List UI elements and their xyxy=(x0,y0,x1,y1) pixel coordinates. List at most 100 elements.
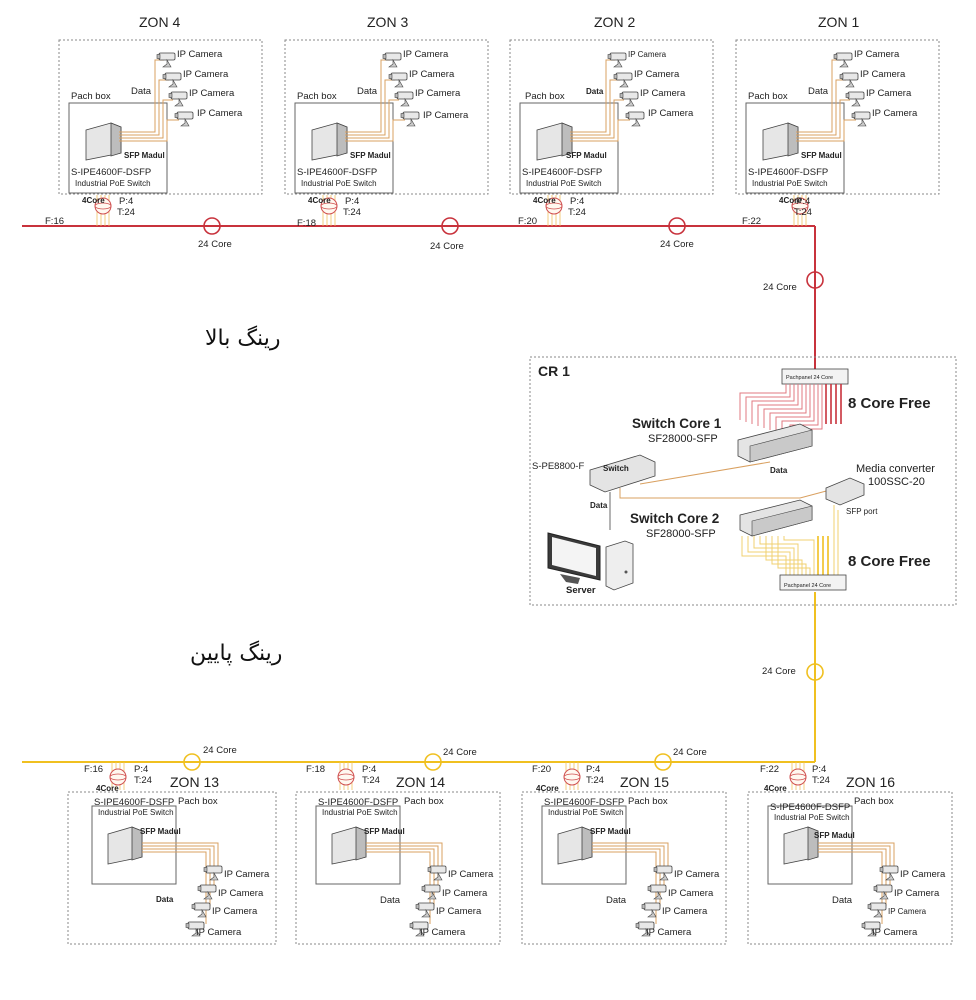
zone-title: ZON 15 xyxy=(620,774,669,790)
data-label: Data xyxy=(832,895,853,906)
camera-label: IP Camera xyxy=(212,906,258,917)
core-label: 24 Core xyxy=(203,745,237,756)
zone-top-3: ZON 2 Pach box IP Camera IP Camera IP Ca… xyxy=(509,14,714,227)
data-label: Data xyxy=(770,466,788,475)
splice-marker xyxy=(654,753,672,771)
switch-desc: Industrial PoE Switch xyxy=(322,808,398,817)
server-label: Server xyxy=(566,585,596,596)
zone-top-1: ZON 4 Pach box IP Camera IP Camera IP Ca… xyxy=(45,14,263,227)
camera-label: IP Camera xyxy=(894,888,940,899)
core4-label: 4Core xyxy=(779,196,802,205)
camera-label: IP Camera xyxy=(634,69,680,80)
data-label: Data xyxy=(131,86,152,97)
zone-title: ZON 14 xyxy=(396,774,445,790)
camera-label: IP Camera xyxy=(866,88,912,99)
core4-label: 4Core xyxy=(308,196,331,205)
switch-model: S-IPE4600F-DSFP xyxy=(297,167,377,178)
core4-label: 4Core xyxy=(764,784,787,793)
camera-label: IP Camera xyxy=(900,869,946,880)
core1-model: SF28000-SFP xyxy=(648,433,718,445)
camera-label: IP Camera xyxy=(860,69,906,80)
data-label: Data xyxy=(606,895,627,906)
fiber-label: F:18 xyxy=(306,764,325,775)
core4-label: 4Core xyxy=(82,196,105,205)
splice-marker xyxy=(424,753,442,771)
pach-box-label: Pach box xyxy=(854,796,894,807)
zone-title: ZON 3 xyxy=(367,14,408,30)
core-label: 24 Core xyxy=(763,282,797,293)
p-label: P:4 xyxy=(119,196,133,207)
patch-panel-top xyxy=(781,368,849,385)
camera-label: IP Camera xyxy=(872,927,918,938)
switch-model: S-IPE4600F-DSFP xyxy=(770,802,850,813)
camera-label: IP Camera xyxy=(888,907,927,916)
splice-marker xyxy=(203,217,221,235)
t-label: T:24 xyxy=(343,207,361,218)
zone-title: ZON 2 xyxy=(594,14,635,30)
sfp-label: SFP Madul xyxy=(814,831,855,840)
t-label: T:24 xyxy=(586,775,604,786)
zone-bottom-3: F:20 P:4 T:24 4Core ZON 15 Pach box S-IP… xyxy=(521,762,727,945)
camera-label: IP Camera xyxy=(662,906,708,917)
pach-box-label: Pach box xyxy=(628,796,668,807)
camera-label: IP Camera xyxy=(197,108,243,119)
data-label: Data xyxy=(357,86,378,97)
fiber-label: F:18 xyxy=(297,218,316,229)
splice-marker xyxy=(806,663,824,681)
camera-label: IP Camera xyxy=(872,108,918,119)
switch-desc: Industrial PoE Switch xyxy=(774,813,850,822)
p-label: P:4 xyxy=(345,196,359,207)
camera-label: IP Camera xyxy=(224,869,270,880)
camera-label: IP Camera xyxy=(646,927,692,938)
switch-model: S-IPE4600F-DSFP xyxy=(522,167,602,178)
sfp-label: SFP Madul xyxy=(124,151,165,160)
p-label: P:4 xyxy=(796,196,810,207)
core1-title: Switch Core 1 xyxy=(632,416,722,431)
p-label: P:4 xyxy=(812,764,826,775)
data-label: Data xyxy=(156,895,174,904)
camera-label: IP Camera xyxy=(648,108,694,119)
camera-label: IP Camera xyxy=(177,49,223,60)
camera-label: IP Camera xyxy=(854,49,900,60)
core4-label: 4Core xyxy=(536,784,559,793)
t-label: T:24 xyxy=(362,775,380,786)
splice-marker xyxy=(806,271,824,289)
core4-label: 4Core xyxy=(533,196,556,205)
sfp-label: SFP Madul xyxy=(590,827,631,836)
camera-label: IP Camera xyxy=(640,88,686,99)
switch-label: Switch xyxy=(603,464,629,473)
zone-title: ZON 16 xyxy=(846,774,895,790)
t-label: T:24 xyxy=(812,775,830,786)
camera-label: IP Camera xyxy=(218,888,264,899)
switch-desc: Industrial PoE Switch xyxy=(75,179,151,188)
camera-label: IP Camera xyxy=(403,49,449,60)
t-label: T:24 xyxy=(568,207,586,218)
switch-desc: Industrial PoE Switch xyxy=(752,179,828,188)
p-label: P:4 xyxy=(134,764,148,775)
core-label: 24 Core xyxy=(198,239,232,250)
fiber-label: F:20 xyxy=(518,216,537,227)
free-cores-top: 8 Core Free xyxy=(848,395,931,412)
free-cores-bottom: 8 Core Free xyxy=(848,553,931,570)
camera-label: IP Camera xyxy=(183,69,229,80)
splice-marker xyxy=(668,217,686,235)
pach-box-label: Pach box xyxy=(748,91,788,102)
camera-label: IP Camera xyxy=(423,110,469,121)
pach-box-label: Pach box xyxy=(404,796,444,807)
t-label: T:24 xyxy=(794,207,812,218)
media-converter-model: 100SSC-20 xyxy=(868,476,925,488)
data-label: Data xyxy=(586,87,604,96)
t-label: T:24 xyxy=(134,775,152,786)
switch-model: S-IPE4600F-DSFP xyxy=(544,797,624,808)
core-room: CR 1 Pachpanel 24 Core 8 Core Free Switc… xyxy=(529,356,957,606)
zone-title: ZON 13 xyxy=(170,774,219,790)
camera-label: IP Camera xyxy=(668,888,714,899)
splice-marker xyxy=(183,753,201,771)
camera-label: IP Camera xyxy=(628,50,667,59)
pach-box-label: Pach box xyxy=(525,91,565,102)
switch-desc: Industrial PoE Switch xyxy=(301,179,377,188)
fiber-label: F:20 xyxy=(532,764,551,775)
core-label: 24 Core xyxy=(762,666,796,677)
patch-panel-label: Pachpanel 24 Core xyxy=(784,583,831,589)
upper-ring-label: رینگ بالا xyxy=(205,325,280,351)
